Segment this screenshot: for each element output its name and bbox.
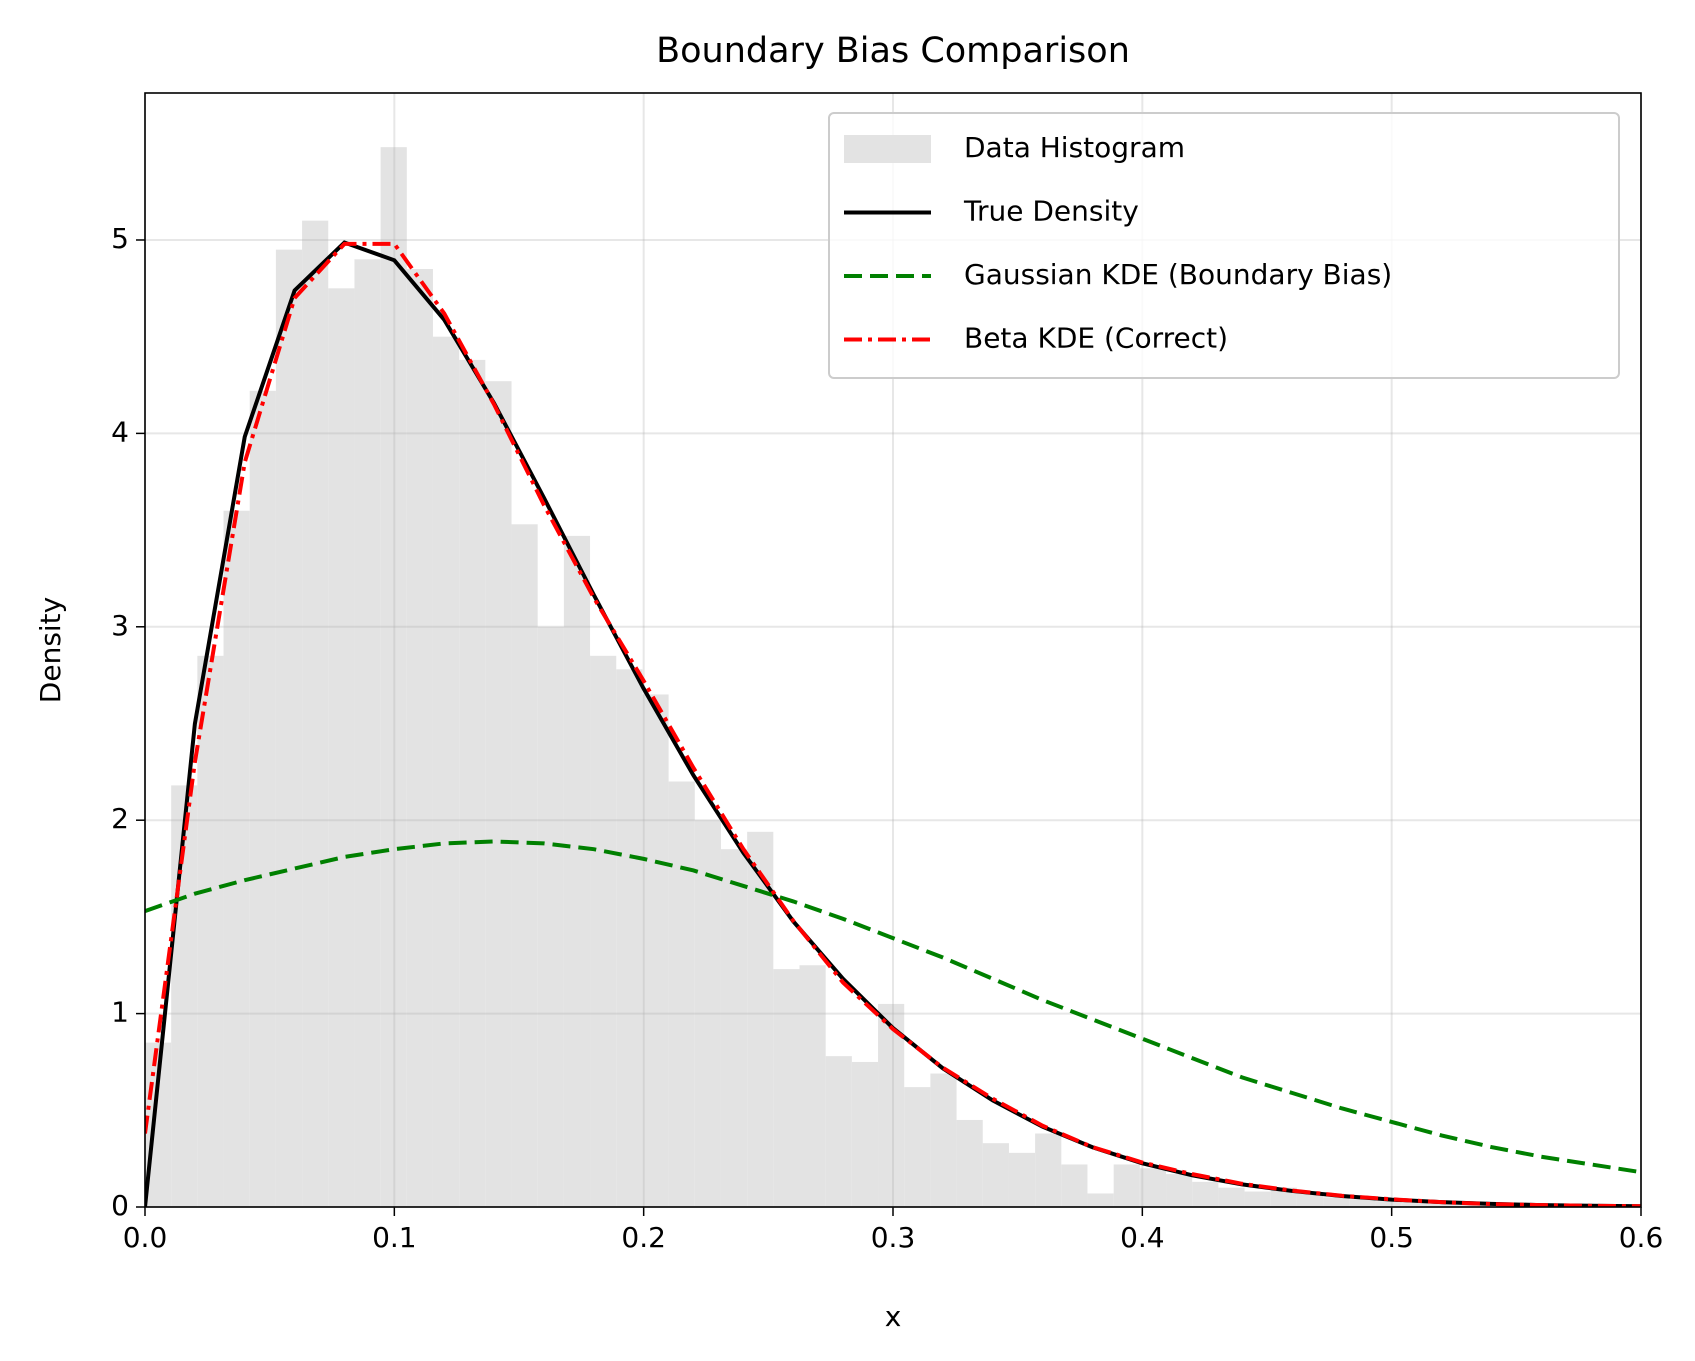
histogram-bar [930, 1073, 957, 1207]
histogram-bar [904, 1087, 931, 1207]
histogram-bar [851, 1061, 879, 1207]
histogram-bar [878, 1003, 905, 1207]
y-tick-label: 4 [111, 415, 129, 448]
plot-frame [144, 92, 1642, 1208]
legend-box [828, 112, 1620, 379]
histogram-bar [720, 849, 748, 1207]
histogram-bar [197, 655, 224, 1207]
histogram-bar [694, 820, 721, 1207]
histogram-bar [328, 288, 355, 1207]
histogram-bar [773, 969, 800, 1207]
histogram-bar [616, 669, 643, 1207]
histogram-bar [799, 965, 826, 1207]
histogram-bar [1323, 1197, 1350, 1207]
histogram-bar [1166, 1174, 1193, 1207]
histogram-bar [1244, 1191, 1271, 1207]
histogram-bar [1087, 1193, 1114, 1207]
x-tick-label: 0.0 [123, 1221, 168, 1254]
histogram-bar [1061, 1164, 1088, 1207]
histogram-bar [1454, 1205, 1481, 1207]
histogram-bar [1192, 1181, 1219, 1207]
histogram-bar [1139, 1168, 1167, 1207]
histogram-bar [432, 336, 460, 1207]
legend-label: True Density [963, 195, 1139, 228]
histogram-bar [668, 781, 695, 1207]
x-axis-label: x [885, 1300, 902, 1333]
y-tick-label: 2 [111, 802, 129, 835]
histogram-bar [1375, 1201, 1402, 1207]
histogram-bar [354, 259, 381, 1207]
y-axis-label: Density [34, 597, 67, 703]
legend-label: Gaussian KDE (Boundary Bias) [964, 258, 1392, 291]
histogram-bar [406, 268, 433, 1207]
x-tick-label: 0.2 [621, 1221, 666, 1254]
histogram-bar [459, 359, 486, 1207]
density-line [145, 839, 1641, 1175]
histogram-bar [275, 249, 303, 1207]
histogram-bar [1008, 1152, 1036, 1207]
histogram-bar [485, 381, 512, 1207]
x-tick-label: 0.6 [1619, 1221, 1664, 1254]
histogram-bar [642, 694, 669, 1207]
legend-label: Data Histogram [964, 131, 1185, 164]
x-tick-label: 0.1 [372, 1221, 417, 1254]
y-tick-label: 0 [111, 1189, 129, 1222]
histogram-bar [511, 524, 538, 1207]
histogram-bar [1218, 1187, 1245, 1207]
y-tick-label: 1 [111, 996, 129, 1029]
histogram-bar [1035, 1133, 1062, 1207]
histogram-bar [1113, 1164, 1140, 1207]
histogram-bar [249, 390, 276, 1207]
histogram-bar [825, 1056, 852, 1207]
histogram-bar [563, 535, 591, 1207]
histogram-bar [537, 626, 564, 1207]
y-tick-label: 3 [111, 609, 129, 642]
x-tick-label: 0.3 [871, 1221, 916, 1254]
histogram-bar [1296, 1193, 1324, 1207]
histogram-bar [590, 655, 617, 1207]
legend-label: Beta KDE (Correct) [964, 322, 1228, 355]
histogram-bar [1349, 1199, 1376, 1207]
histogram-bar [380, 147, 407, 1207]
x-tick-label: 0.5 [1369, 1221, 1414, 1254]
x-tick-label: 0.4 [1120, 1221, 1165, 1254]
histogram-bar [956, 1119, 983, 1207]
histogram-bar [302, 220, 329, 1208]
density-line [145, 241, 1641, 1207]
legend-swatch [844, 135, 931, 163]
chart-title: Boundary Bias Comparison [656, 31, 1130, 71]
histogram-bar [223, 510, 250, 1207]
histogram-bar [982, 1143, 1009, 1207]
y-tick-label: 5 [111, 222, 129, 255]
histogram-bar [1401, 1203, 1428, 1207]
histogram-bar [1480, 1205, 1507, 1207]
histogram-bar [1427, 1203, 1454, 1207]
